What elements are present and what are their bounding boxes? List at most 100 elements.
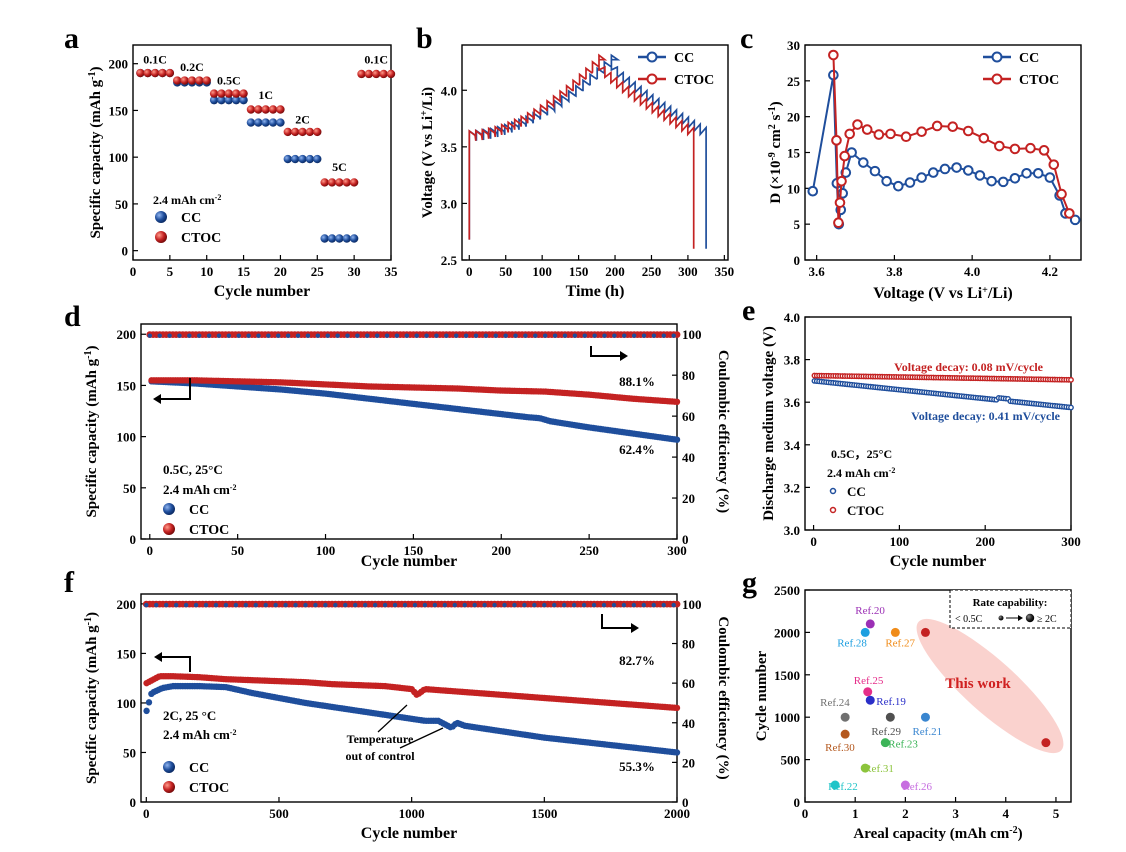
legend-label: < 0.5C [955,614,983,625]
data-point [962,125,974,137]
panel-letter: e [742,294,755,327]
ce-point-cc [542,602,547,608]
data-point [239,95,248,105]
x-tick-label: 3.6 [809,264,826,279]
text-span: /Li) [987,285,1013,302]
test-condition: 0.5C，25°C [831,447,892,461]
data-point [298,127,307,137]
ce-point-cc [671,602,676,608]
text-span: s [768,115,784,125]
areal-loading-note: 2.4 mAh cm-2 [153,193,221,208]
y2-tick-label: 20 [682,491,695,506]
x-tick-label: 5 [1053,806,1060,821]
data-point [947,121,959,132]
data-point [349,234,359,243]
y-tick-label: 3.4 [784,438,801,453]
ce-point-cc [382,602,388,608]
data-point [858,157,869,168]
text-span: ) [1018,826,1023,842]
reference-label: Ref.31 [864,763,894,775]
ce-point-cc [197,333,202,338]
data-point [261,118,270,127]
ce-point-cc [492,602,497,608]
y-tick-label: 50 [123,481,136,496]
ce-point-cc [513,333,518,338]
data-point [890,627,900,637]
panel-g: 0 1 2 3 4 5 0 500 1000 1500 2000 2500 This work Ref.2… [754,583,1072,842]
y-tick-label: 100 [109,150,129,165]
y-tick-label: 2000 [774,625,800,640]
areal-loading-note: 2.4 mAh cm-2 [827,466,895,481]
ce-point-cc [592,333,597,338]
x-tick-label: 150 [404,543,424,558]
panel-c: 3.6 3.8 4.0 4.2 0 5 10 15 20 25 30 CC CTOC Voltage (V… [767,38,1082,302]
series-line-cc [468,53,707,249]
reference-label: Ref.27 [885,637,915,649]
ce-point-cc [404,333,410,338]
y-tick-label: 100 [117,696,137,711]
ce-point-cc [325,333,330,338]
capacity-axis-arrow [157,656,191,672]
y-tick-label: 20 [787,110,800,125]
legend-marker [829,487,837,495]
y2-tick-label: 40 [682,716,695,731]
data-point [335,234,344,243]
ce-point-cc [434,333,439,338]
ce-point-cc [243,602,249,608]
ce-point-cc [303,602,308,608]
ce-point-cc [144,602,149,608]
data-point [951,162,962,173]
reference-label: Ref.28 [837,637,867,649]
plot-frame [132,44,392,261]
ce-point-cc [402,602,408,608]
x-tick-label: 100 [316,543,336,558]
ce-point-cc [641,602,647,608]
data-point [865,695,875,705]
data-point [834,197,846,208]
areal-loading-note: 2.4 mAh cm-2 [163,727,236,742]
data-point [246,105,256,114]
data-point [863,687,873,697]
data-point [1009,173,1021,184]
data-point [920,627,930,637]
decay-label-ctoc: Voltage decay: 0.08 mV/cycle [894,360,1044,374]
text-span: Voltage (V vs Li [420,116,436,218]
x-tick-label: 0 [802,806,809,821]
rate-label: 0.1C [143,53,167,67]
legend-marker [163,781,175,793]
ce-point-cc [363,602,368,608]
data-point [246,118,256,127]
y-tick-label: 3.0 [441,196,457,211]
data-point [997,176,1009,188]
y-tick-label: 0 [794,795,801,810]
data-point [1032,167,1044,179]
y-axis-title: D (×10-9 cm2 s-1) [767,101,785,203]
capacity-axis-arrow [156,378,191,400]
x-tick-label: 200 [605,264,625,279]
data-point [839,150,850,162]
y-tick-label: 0 [130,795,137,810]
text-span: ) [84,612,100,617]
ce-point-cc [582,333,587,338]
data-point [807,185,819,197]
data-point [1025,142,1036,154]
x-tick-label: 300 [678,264,698,279]
ce-point-cc [177,333,182,338]
reference-label: Ref.25 [854,675,884,687]
data-point [320,234,329,243]
data-point [165,68,175,78]
ce-point-cc [323,602,328,608]
x-tick-label: 0 [143,806,150,821]
data-point [900,780,910,790]
text-span: 2.4 mAh cm [827,466,889,480]
legend-label: CC [189,503,209,518]
ce-point-cc [333,602,338,608]
data-point [364,69,374,79]
data-point [1048,159,1060,170]
legend-label: CTOC [181,231,221,246]
ce-axis-arrow [601,614,636,629]
ce-point-cc [502,602,507,608]
ce-point-cc [305,333,311,338]
arrow-head [1018,615,1023,621]
arrow-head [631,623,639,633]
